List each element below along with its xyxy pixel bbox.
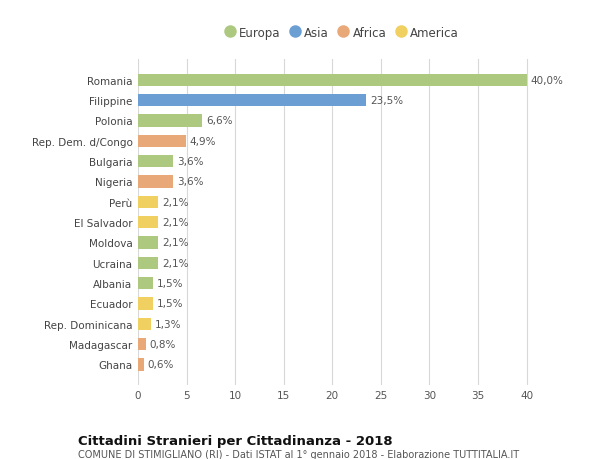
Bar [138,115,202,127]
Text: 1,3%: 1,3% [155,319,181,329]
Text: 23,5%: 23,5% [370,96,403,106]
Text: 3,6%: 3,6% [177,157,203,167]
Text: 2,1%: 2,1% [162,238,189,248]
Text: 40,0%: 40,0% [530,76,563,85]
Bar [138,257,158,269]
Text: 3,6%: 3,6% [177,177,203,187]
Text: 4,9%: 4,9% [190,136,216,146]
Legend: Europa, Asia, Africa, America: Europa, Asia, Africa, America [221,23,463,43]
Bar [138,196,158,208]
Text: 1,5%: 1,5% [157,279,183,288]
Bar [138,156,173,168]
Text: Cittadini Stranieri per Cittadinanza - 2018: Cittadini Stranieri per Cittadinanza - 2… [78,434,392,447]
Bar [138,74,527,87]
Bar [138,176,173,188]
Bar [138,338,146,351]
Bar [138,277,152,290]
Text: 2,1%: 2,1% [162,258,189,268]
Bar [138,358,144,371]
Text: 0,8%: 0,8% [149,339,176,349]
Bar [138,95,366,107]
Text: 1,5%: 1,5% [157,299,183,309]
Text: 0,6%: 0,6% [148,360,174,369]
Text: COMUNE DI STIMIGLIANO (RI) - Dati ISTAT al 1° gennaio 2018 - Elaborazione TUTTIT: COMUNE DI STIMIGLIANO (RI) - Dati ISTAT … [78,449,519,459]
Text: 2,1%: 2,1% [162,197,189,207]
Text: 6,6%: 6,6% [206,116,233,126]
Bar [138,135,185,147]
Text: 2,1%: 2,1% [162,218,189,228]
Bar [138,217,158,229]
Bar [138,298,152,310]
Bar [138,237,158,249]
Bar [138,318,151,330]
